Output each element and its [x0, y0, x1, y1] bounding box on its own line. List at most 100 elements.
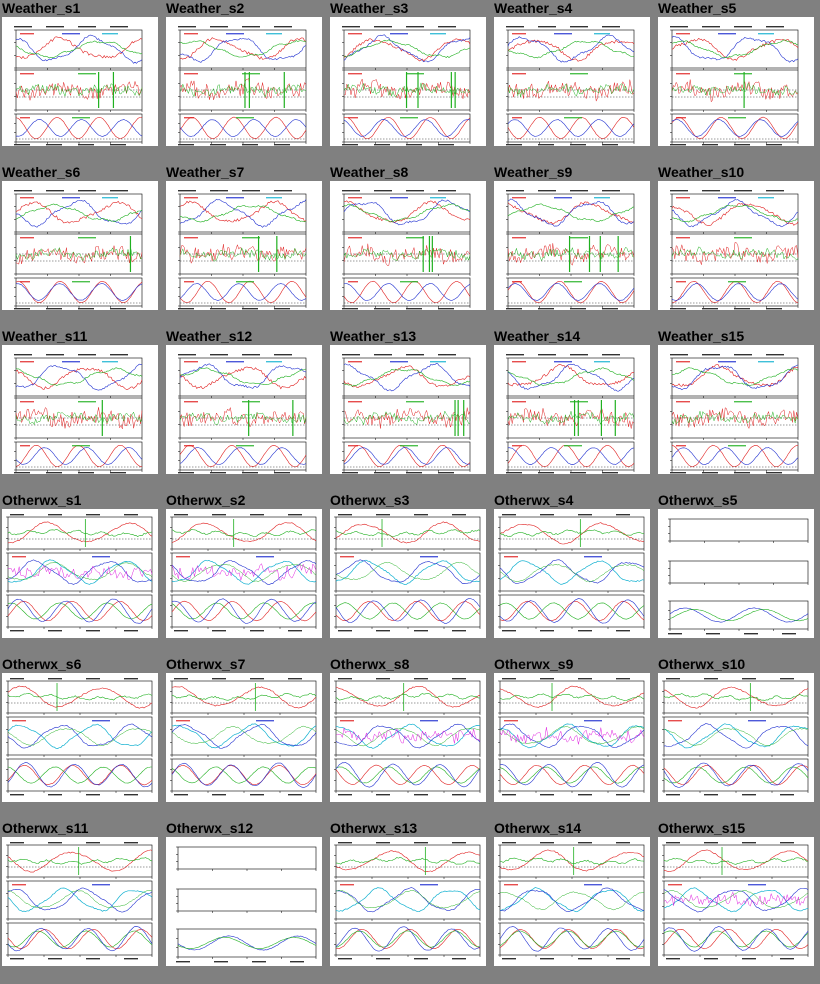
thumbnail-image-link[interactable]	[2, 17, 158, 146]
series-red	[15, 80, 143, 101]
thumbnail-image-link[interactable]	[2, 673, 158, 802]
thumbnail-image-link[interactable]	[2, 837, 158, 966]
series-red	[179, 243, 307, 265]
thumbnail-image-link[interactable]	[330, 345, 486, 474]
humidity-panel	[663, 880, 809, 920]
thumbnail-image-link[interactable]	[166, 673, 322, 802]
thumbnail-title: Otherwx_s2	[166, 492, 246, 508]
thumbnail-title: Otherwx_s10	[658, 656, 746, 672]
series-blue	[663, 888, 809, 913]
thumbnail-image-link[interactable]	[330, 673, 486, 802]
series-green	[335, 529, 481, 537]
series-blue	[15, 200, 143, 228]
thumbnail-image-link[interactable]	[2, 509, 158, 638]
series-red	[335, 521, 481, 544]
thumbnail-image-link[interactable]	[330, 837, 486, 966]
temperature-panel	[507, 29, 635, 69]
series-red	[179, 280, 307, 304]
series-green	[15, 246, 143, 261]
series-green	[672, 367, 799, 387]
series-red	[7, 521, 153, 544]
thumbnail-image-link[interactable]	[2, 345, 158, 474]
thumbnail-image-link[interactable]	[494, 509, 650, 638]
series-green	[499, 529, 645, 537]
series-blue	[335, 926, 481, 952]
series-green	[671, 204, 799, 223]
series-green	[179, 40, 307, 58]
thumbnail-title: Weather_s11	[2, 328, 88, 344]
series-green	[15, 40, 143, 59]
thumbnail-image-link[interactable]	[658, 673, 814, 802]
series-blue	[335, 762, 481, 788]
series-blue	[15, 283, 143, 301]
humidity-panel	[171, 716, 317, 756]
series-green	[499, 693, 645, 702]
series-red	[343, 280, 471, 304]
pressure-panel	[7, 516, 153, 550]
series-red	[171, 686, 317, 709]
thumbnail-title: Weather_s13	[330, 328, 417, 344]
thumbnail-image-link[interactable]	[330, 509, 486, 638]
series-blue	[171, 560, 317, 585]
thumbnail-image-link[interactable]	[166, 181, 322, 310]
series-red	[179, 444, 307, 468]
series-red	[335, 850, 481, 872]
thumbnail-image-link[interactable]	[2, 181, 158, 310]
series-red	[15, 36, 143, 59]
thumbnail-image-link[interactable]	[166, 345, 322, 474]
thumbnail-image-link[interactable]	[658, 181, 814, 310]
pressure-panel	[171, 680, 317, 714]
thumbnail-image-link[interactable]	[658, 509, 814, 638]
series-red	[15, 200, 143, 224]
series-green	[171, 563, 317, 582]
series-green	[7, 562, 153, 581]
temperature-panel	[671, 29, 799, 69]
pressure-panel	[171, 516, 317, 550]
plot-thumbnail	[14, 354, 143, 474]
series-red	[507, 201, 635, 225]
thumbnail-image-link[interactable]	[330, 181, 486, 310]
series-magenta	[171, 563, 317, 582]
plot-thumbnail	[506, 354, 635, 474]
series-red	[335, 929, 481, 950]
series-blue	[499, 926, 645, 952]
series-red	[15, 367, 143, 391]
thumbnail-title: Otherwx_s3	[330, 492, 410, 508]
thumbnail-title: Weather_s7	[166, 164, 245, 180]
thumbnail-image-link[interactable]	[658, 17, 814, 146]
temperature-panel	[179, 193, 307, 233]
series-green	[171, 766, 317, 784]
pressure-panel	[499, 844, 645, 878]
thumbnail-image-link[interactable]	[494, 673, 650, 802]
thumbnail-image-link[interactable]	[658, 837, 814, 966]
plot-thumbnail	[170, 514, 317, 632]
plot-thumbnail	[334, 678, 481, 796]
series-green	[7, 692, 153, 701]
humidity-panel	[335, 880, 481, 920]
thumbnail-image-link[interactable]	[494, 837, 650, 966]
thumbnail-image-link[interactable]	[166, 509, 322, 638]
series-green	[671, 39, 799, 59]
thumbnail-image-link[interactable]	[330, 17, 486, 146]
thumbnail-title: Weather_s4	[494, 0, 573, 16]
thumbnail-image-link[interactable]	[658, 345, 814, 474]
radiation-panel	[499, 758, 645, 792]
pressure-panel	[335, 844, 481, 878]
radiation-panel	[7, 594, 153, 628]
series-red	[179, 366, 307, 390]
series-blue	[7, 926, 153, 952]
plot-thumbnail	[6, 842, 153, 960]
plot-thumbnail	[170, 678, 317, 796]
series-blue	[663, 762, 809, 788]
thumbnail-image-link[interactable]	[166, 17, 322, 146]
thumbnail-image-link[interactable]	[166, 837, 322, 966]
series-blue	[343, 447, 471, 465]
series-blue	[507, 198, 635, 227]
series-green	[335, 693, 481, 701]
thumbnail-image-link[interactable]	[494, 345, 650, 474]
thumbnail-title: Otherwx_s15	[658, 820, 746, 836]
thumbnail-image-link[interactable]	[494, 17, 650, 146]
thumbnail-title: Otherwx_s11	[2, 820, 89, 836]
series-blue	[343, 362, 471, 392]
thumbnail-image-link[interactable]	[494, 181, 650, 310]
